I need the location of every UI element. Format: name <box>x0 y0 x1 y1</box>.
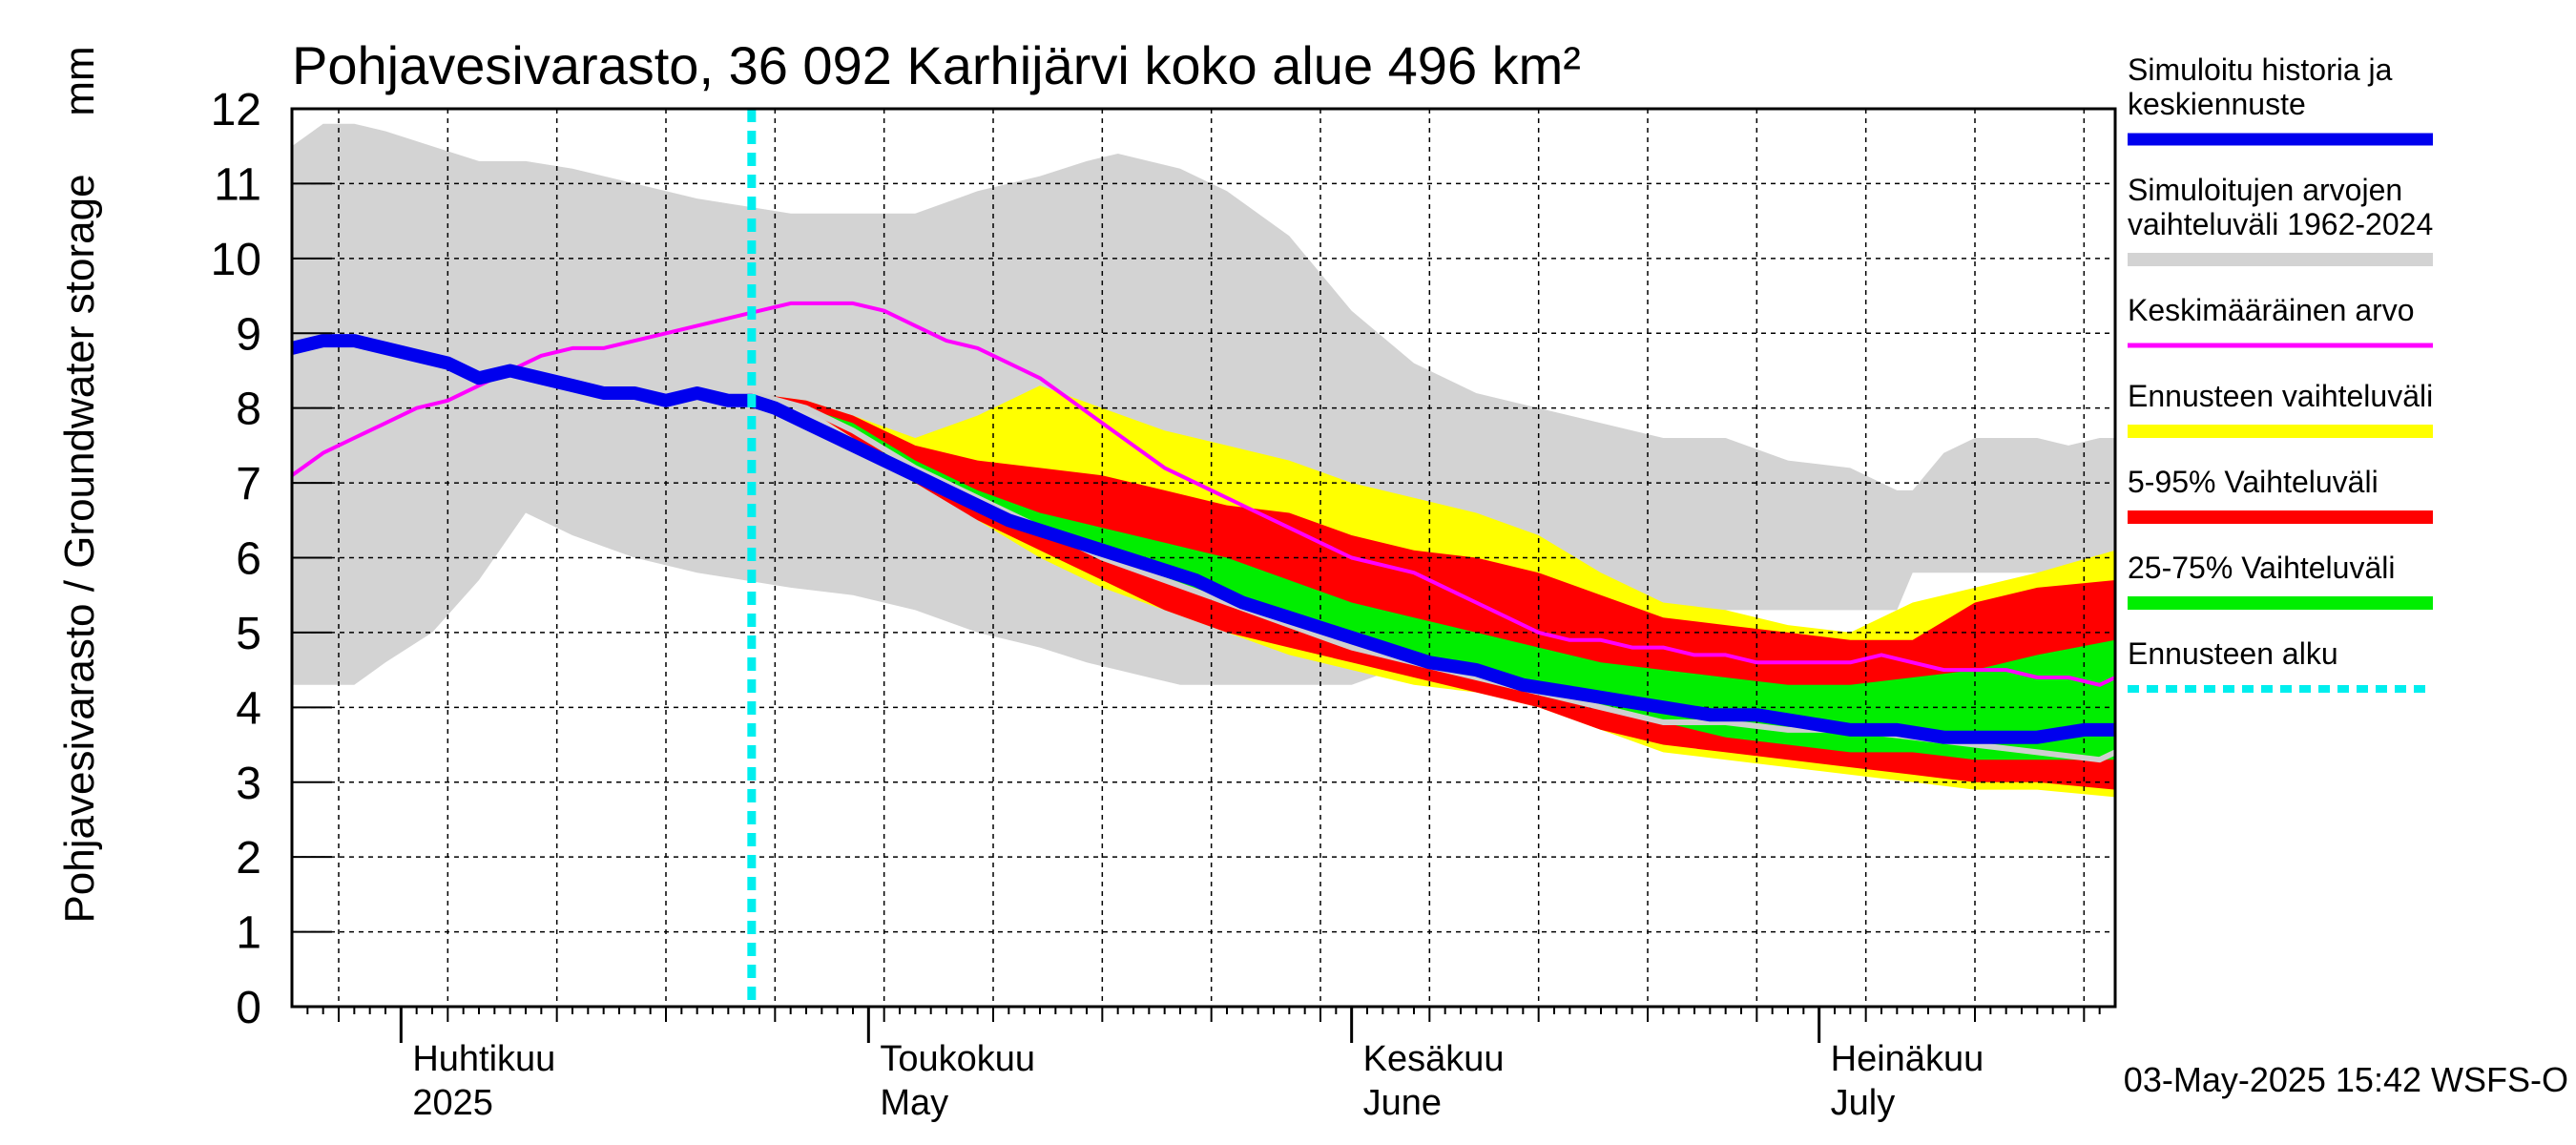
y-tick-label: 0 <box>236 983 261 1033</box>
y-tick-label: 2 <box>236 833 261 884</box>
y-tick-label: 3 <box>236 759 261 809</box>
y-tick-label: 6 <box>236 534 261 585</box>
band-layer <box>292 123 2115 798</box>
y-axis-label: Pohjavesivarasto / Groundwater storage <box>56 174 103 923</box>
y-tick-label: 7 <box>236 459 261 510</box>
y-tick-label: 10 <box>211 235 261 285</box>
legend-label: 5-95% Vaihteluväli <box>2128 465 2379 499</box>
month-label-en: July <box>1831 1083 1896 1123</box>
legend-label: Ennusteen alku <box>2128 636 2338 671</box>
legend-label: Simuloitu historia ja <box>2128 52 2393 87</box>
band-p25_75 <box>751 393 2115 760</box>
legend-label: Keskimääräinen arvo <box>2128 293 2415 327</box>
month-label-en: 2025 <box>412 1083 493 1123</box>
legend-label: vaihteluväli 1962-2024 <box>2128 207 2433 241</box>
y-tick-label: 12 <box>211 85 261 135</box>
y-tick-label: 8 <box>236 385 261 435</box>
legend-label: Simuloitujen arvojen <box>2128 173 2402 207</box>
legend-label: 25-75% Vaihteluväli <box>2128 551 2395 585</box>
timestamp: 03-May-2025 15:42 WSFS-O <box>2124 1060 2568 1099</box>
line-mean <box>292 301 2115 687</box>
month-label-fi: Heinäkuu <box>1831 1039 1984 1079</box>
month-label-fi: Huhtikuu <box>412 1039 555 1079</box>
legend-label: keskiennuste <box>2128 87 2306 121</box>
y-tick-label: 1 <box>236 908 261 959</box>
line-layer <box>292 109 2115 1007</box>
chart-title: Pohjavesivarasto, 36 092 Karhijärvi koko… <box>292 35 1581 95</box>
y-tick-label: 11 <box>214 159 261 210</box>
legend-label: Ennusteen vaihteluväli <box>2128 379 2433 413</box>
month-label-en: June <box>1363 1083 1442 1123</box>
grid-layer <box>292 109 2115 1007</box>
month-label-fi: Toukokuu <box>880 1039 1035 1079</box>
month-label-en: May <box>880 1083 948 1123</box>
y-tick-label: 5 <box>236 609 261 659</box>
y-axis-unit: mm <box>56 46 103 115</box>
y-tick-label: 4 <box>236 683 261 734</box>
y-tick-label: 9 <box>236 309 261 360</box>
line-sim_history_forecast <box>292 334 2115 744</box>
month-label-fi: Kesäkuu <box>1363 1039 1505 1079</box>
